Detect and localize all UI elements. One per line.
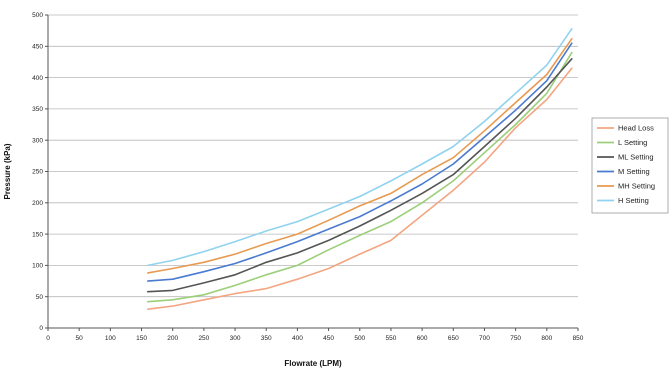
- y-tick-label: 150: [32, 231, 43, 238]
- legend-label: Head Loss: [618, 124, 654, 133]
- plot-area: [147, 27, 573, 311]
- x-tick-label: 100: [105, 335, 116, 342]
- x-tick-label: 300: [230, 335, 241, 342]
- legend-label: H Setting: [618, 196, 649, 205]
- axes: 0 50 100 150 200 250 300 350 400 450 500 0 50 100 150 2…: [32, 12, 584, 342]
- x-tick-label: 650: [448, 335, 459, 342]
- y-tick-label: 0: [39, 325, 43, 332]
- legend-label: L Setting: [618, 138, 647, 147]
- series-line-ml-setting: [147, 57, 573, 293]
- series-line-l-setting: [147, 51, 573, 303]
- legend-label: M Setting: [618, 167, 650, 176]
- y-tick-label: 250: [32, 169, 43, 176]
- series-line-m-setting: [147, 42, 573, 282]
- y-tick-label: 100: [32, 263, 43, 270]
- x-tick-label: 500: [354, 335, 365, 342]
- legend-label: MH Setting: [618, 182, 655, 191]
- y-tick-label: 500: [32, 12, 43, 19]
- y-tick-label: 300: [32, 137, 43, 144]
- gridlines: [48, 14, 578, 298]
- x-tick-label: 200: [167, 335, 178, 342]
- x-tick-label: 250: [198, 335, 209, 342]
- y-tick-label: 450: [32, 44, 43, 51]
- y-tick-label: 200: [32, 200, 43, 207]
- x-tick-label: 350: [261, 335, 272, 342]
- x-tick-label: 400: [292, 335, 303, 342]
- x-tick-label: 0: [46, 335, 50, 342]
- y-axis-title: Pressure (kPa): [3, 143, 12, 199]
- legend: Head Loss L Setting ML Setting M Setting MH …: [591, 117, 669, 214]
- y-tick-label: 350: [32, 106, 43, 113]
- x-tick-label: 50: [76, 335, 84, 342]
- x-tick-label: 600: [417, 335, 428, 342]
- y-tick-label: 50: [36, 294, 44, 301]
- x-axis-title: Flowrate (LPM): [284, 359, 342, 368]
- x-tick-label: 450: [323, 335, 334, 342]
- x-tick-label: 850: [573, 335, 584, 342]
- x-tick-label: 550: [386, 335, 397, 342]
- x-tick-label: 150: [136, 335, 147, 342]
- series-line-mh-setting: [147, 37, 573, 274]
- x-tick-label: 700: [479, 335, 490, 342]
- series-line-h-setting: [147, 27, 573, 267]
- series-line-head-loss: [147, 67, 573, 311]
- x-tick-label: 750: [510, 335, 521, 342]
- x-tick-label: 800: [541, 335, 552, 342]
- legend-box: [591, 117, 669, 214]
- legend-label: ML Setting: [618, 153, 654, 162]
- y-tick-label: 400: [32, 75, 43, 82]
